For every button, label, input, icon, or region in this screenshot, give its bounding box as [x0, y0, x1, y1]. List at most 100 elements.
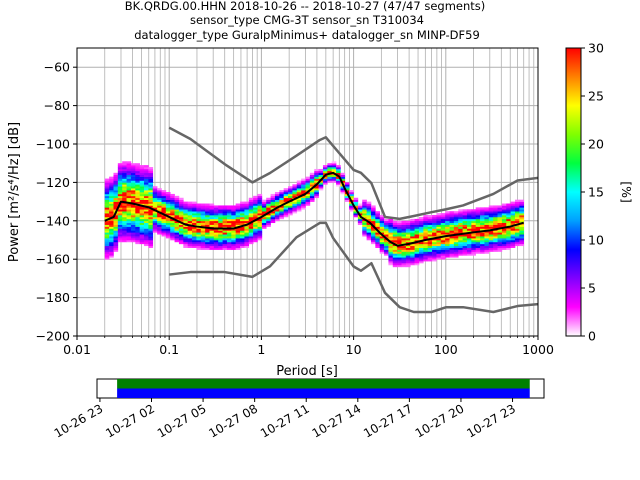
histogram-cell — [353, 203, 359, 206]
histogram-cell — [480, 232, 485, 235]
histogram-cell — [113, 203, 119, 206]
histogram-cell — [192, 213, 197, 216]
histogram-cell — [497, 247, 503, 250]
histogram-cell — [122, 182, 127, 185]
histogram-cell — [305, 201, 311, 204]
histogram-cell — [510, 201, 516, 204]
histogram-cell — [178, 215, 184, 218]
histogram-cell — [126, 218, 132, 222]
histogram-cell — [510, 209, 516, 212]
histogram-cell — [235, 234, 241, 237]
histogram-cell — [248, 218, 254, 222]
histogram-cell — [440, 234, 446, 237]
histogram-cell — [384, 228, 389, 231]
histogram-cell — [514, 241, 520, 245]
histogram-cell — [379, 243, 385, 247]
histogram-cell — [514, 243, 520, 247]
histogram-cell — [475, 220, 481, 224]
histogram-cell — [109, 213, 114, 216]
histogram-cell — [117, 218, 123, 222]
histogram-cell — [453, 228, 459, 231]
histogram-cell — [471, 215, 477, 218]
histogram-cell — [388, 232, 394, 235]
histogram-cell — [397, 220, 402, 224]
histogram-cell — [192, 207, 197, 210]
histogram-cell — [436, 247, 442, 250]
histogram-cell — [109, 240, 114, 243]
histogram-cell — [253, 201, 258, 204]
histogram-cell — [240, 215, 245, 218]
histogram-cell — [462, 224, 468, 227]
histogram-cell — [357, 220, 363, 224]
histogram-cell — [449, 215, 455, 218]
histogram-cell — [122, 195, 127, 199]
histogram-cell — [209, 241, 215, 245]
histogram-cell — [279, 216, 284, 220]
histogram-cell — [122, 236, 127, 239]
histogram-cell — [427, 215, 433, 218]
histogram-cell — [418, 230, 424, 233]
histogram-cell — [331, 178, 337, 181]
histogram-cell — [113, 184, 119, 187]
histogram-cell — [462, 215, 468, 218]
histogram-cell — [471, 240, 477, 243]
histogram-cell — [366, 209, 372, 212]
histogram-cell — [296, 180, 302, 183]
histogram-cell — [423, 224, 429, 227]
histogram-cell — [514, 215, 520, 218]
histogram-cell — [144, 165, 149, 168]
histogram-cell — [336, 168, 341, 172]
histogram-cell — [519, 213, 525, 216]
histogram-cell — [292, 192, 298, 195]
histogram-cell — [222, 216, 228, 220]
histogram-cell — [497, 232, 503, 235]
histogram-cell — [418, 218, 424, 222]
histogram-cell — [453, 238, 459, 241]
histogram-cell — [183, 201, 188, 204]
histogram-cell — [148, 218, 154, 222]
histogram-cell — [462, 236, 468, 239]
histogram-cell — [436, 213, 442, 216]
histogram-cell — [453, 253, 459, 256]
histogram-cell — [379, 241, 385, 245]
histogram-cell — [471, 222, 477, 225]
histogram-cell — [506, 216, 511, 220]
histogram-cell — [445, 216, 450, 220]
histogram-cell — [397, 264, 402, 268]
histogram-cell — [379, 222, 385, 225]
histogram-cell — [397, 236, 402, 239]
histogram-cell — [253, 224, 258, 227]
histogram-cell — [161, 226, 167, 229]
histogram-cell — [187, 207, 193, 210]
histogram-cell — [139, 193, 145, 197]
histogram-cell — [218, 240, 223, 243]
histogram-cell — [152, 195, 158, 199]
histogram-cell — [113, 247, 119, 250]
colorbar-gradient — [565, 47, 582, 337]
histogram-cell — [436, 230, 442, 233]
histogram-cell — [117, 236, 123, 239]
histogram-cell — [117, 174, 123, 177]
histogram-cell — [493, 230, 498, 233]
histogram-cell — [484, 234, 490, 237]
histogram-cell — [432, 243, 437, 247]
histogram-cell — [240, 236, 245, 239]
histogram-cell — [288, 197, 293, 200]
noise-model-lower-line — [169, 221, 538, 314]
histogram-cell — [375, 224, 380, 227]
histogram-cell — [471, 236, 477, 239]
histogram-cell — [471, 211, 477, 214]
histogram-cell — [405, 263, 411, 266]
histogram-cell — [436, 216, 442, 220]
histogram-cell — [144, 178, 149, 181]
histogram-cell — [130, 192, 136, 195]
histogram-cell — [213, 213, 219, 216]
histogram-cell — [484, 216, 490, 220]
timeline-tick-label: 10-27 17 — [361, 401, 415, 440]
histogram-cell — [244, 215, 250, 218]
histogram-cell — [135, 197, 140, 200]
histogram-cell — [288, 203, 293, 206]
histogram-cell — [484, 247, 490, 250]
